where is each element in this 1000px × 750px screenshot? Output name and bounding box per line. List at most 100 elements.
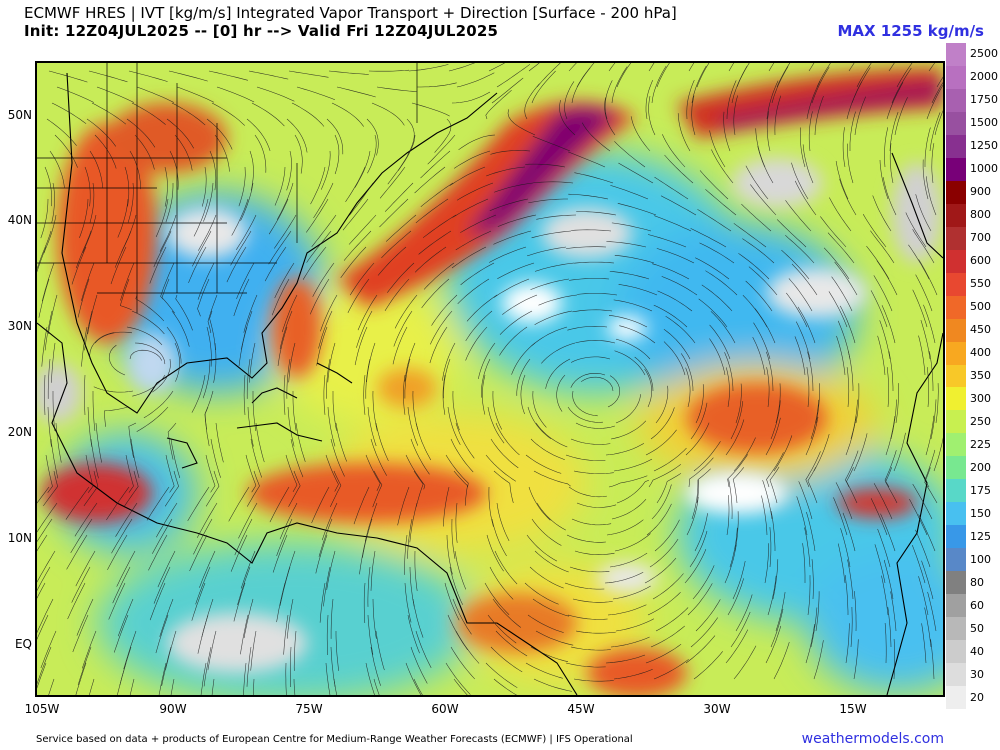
streamline (567, 326, 608, 331)
streamline (85, 454, 94, 493)
streamline (814, 96, 824, 136)
streamline (694, 513, 708, 552)
streamline (685, 367, 691, 408)
streamline (896, 63, 913, 88)
streamline (607, 375, 620, 408)
streamline (807, 466, 818, 504)
streamline (813, 640, 824, 680)
colorbar-label: 300 (970, 391, 991, 405)
streamline (802, 144, 814, 184)
streamline (918, 335, 926, 376)
streamline (804, 527, 811, 568)
streamline (928, 63, 935, 72)
streamline (829, 197, 852, 232)
streamline (447, 406, 461, 445)
streamline (110, 246, 127, 285)
streamline (460, 214, 497, 233)
streamline (450, 646, 476, 680)
streamline (135, 294, 165, 322)
streamline (410, 438, 430, 475)
streamline (846, 81, 862, 120)
streamline (51, 102, 87, 124)
streamline (608, 63, 616, 72)
streamline (735, 383, 742, 424)
streamline (663, 341, 686, 376)
streamline (249, 150, 254, 191)
streamline (572, 390, 598, 417)
streamline (44, 310, 53, 351)
streamline (332, 391, 337, 431)
streamline (728, 63, 735, 72)
lat-label-10n: 10N (7, 531, 32, 545)
streamline (684, 548, 707, 584)
streamline (216, 86, 255, 103)
streamline (617, 203, 657, 216)
streamline (93, 386, 134, 393)
streamline (252, 391, 257, 431)
streamline (764, 543, 769, 584)
streamline (886, 367, 889, 408)
streamline (532, 390, 547, 428)
streamline (377, 246, 407, 276)
colorbar (946, 43, 966, 710)
streamline (296, 86, 336, 101)
streamline (528, 486, 551, 521)
streamline (647, 592, 681, 616)
streamline (889, 143, 894, 184)
streamline (745, 280, 773, 312)
streamline (37, 582, 46, 599)
streamline (536, 214, 577, 220)
streamline (786, 292, 808, 328)
streamline (695, 599, 721, 632)
colorbar-swatch (946, 134, 966, 159)
colorbar-swatch (946, 410, 966, 434)
streamline (663, 328, 691, 360)
streamline (850, 606, 853, 648)
streamline (409, 502, 418, 543)
streamline (870, 290, 888, 328)
streamline (728, 479, 733, 520)
streamline (77, 278, 90, 318)
streamline (502, 294, 538, 315)
streamline (604, 97, 616, 136)
streamline (343, 230, 372, 261)
streamline (117, 662, 127, 695)
streamline (922, 159, 929, 200)
streamline (805, 416, 819, 456)
streamline (696, 63, 710, 88)
streamline (645, 79, 653, 120)
streamline (613, 299, 653, 312)
streamline (806, 81, 821, 120)
streamline (686, 79, 695, 120)
streamline (130, 438, 140, 479)
streamline (827, 232, 855, 264)
streamline (455, 422, 475, 459)
streamline (271, 278, 290, 316)
streamline (798, 481, 813, 520)
streamline (205, 454, 216, 493)
site-link[interactable]: weathermodels.com (801, 731, 944, 747)
streamline (870, 498, 888, 536)
streamline (604, 571, 644, 584)
streamline (831, 276, 853, 312)
streamline (567, 151, 606, 168)
streamline (366, 342, 376, 383)
streamline (312, 262, 335, 297)
colorbar-swatch (946, 594, 966, 618)
streamline (649, 538, 679, 568)
streamline (645, 429, 677, 456)
streamline (157, 550, 176, 588)
streamline (690, 228, 727, 248)
streamline (794, 336, 806, 376)
colorbar-label: 20 (970, 690, 984, 704)
streamline (889, 111, 899, 152)
streamline (226, 246, 247, 283)
streamline (931, 82, 943, 104)
streamline (711, 149, 734, 184)
streamline (724, 352, 734, 392)
streamline (768, 63, 775, 72)
streamline (873, 483, 893, 520)
streamline (204, 406, 210, 447)
streamline (292, 391, 297, 431)
colorbar-label: 2500 (970, 47, 998, 61)
